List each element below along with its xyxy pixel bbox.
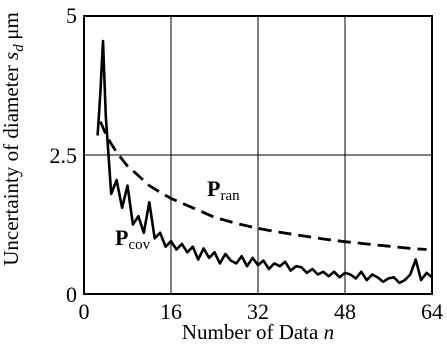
tick-labels: 0 16 32 48 64 0 2.5 5 [50,3,444,324]
y-axis-title: Uncertainty of diameter sd [0,44,27,266]
series-line-p-ran [99,121,427,251]
y-tick-label: 5 [66,3,77,28]
y-tick-label: 2.5 [50,143,78,168]
series-line-p-cov [96,39,433,285]
plot-frame [83,15,433,295]
x-tick-label: 32 [247,299,269,324]
grid [84,16,432,294]
x-tick-label: 64 [421,299,443,324]
x-axis-title: Number of Data n [182,320,334,344]
x-tick-label: 48 [334,299,356,324]
y-tick-label: 0 [66,282,77,307]
series-layer [96,39,433,285]
y-axis-unit: μm [0,12,23,40]
x-tick-label: 0 [79,299,90,324]
series-label-p-cov: Pcov [115,225,151,253]
x-tick-label: 16 [160,299,182,324]
series-label-p-ran: Pran [207,176,240,204]
